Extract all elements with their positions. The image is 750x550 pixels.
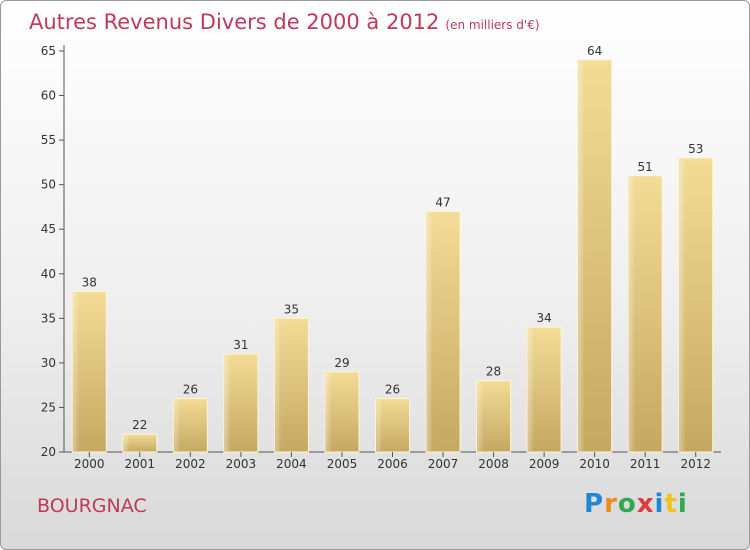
bar-highlight <box>629 176 636 451</box>
y-tick-label: 20 <box>41 445 56 459</box>
logo-letter: i <box>677 489 688 519</box>
chart-title-main: Autres Revenus Divers de 2000 à 2012 <box>29 10 440 34</box>
bar-highlight <box>224 354 231 451</box>
data-label: 64 <box>587 44 602 58</box>
proxiti-logo: Proxiti <box>584 489 688 519</box>
bar-highlight <box>679 158 686 451</box>
logo-letter: P <box>584 489 605 519</box>
x-tick-label: 2002 <box>175 457 206 471</box>
x-tick-label: 2003 <box>226 457 257 471</box>
y-tick-label: 65 <box>41 44 56 58</box>
data-label: 26 <box>183 383 198 397</box>
x-tick-label: 2008 <box>478 457 509 471</box>
data-label: 29 <box>334 356 349 370</box>
data-label: 22 <box>132 418 147 432</box>
bar-highlight <box>477 381 484 451</box>
logo-letter: t <box>664 489 678 519</box>
x-tick-label: 2009 <box>529 457 560 471</box>
bar-highlight <box>275 319 282 451</box>
x-tick-label: 2000 <box>74 457 105 471</box>
bar-highlight <box>123 435 130 451</box>
bar-highlight <box>325 372 332 451</box>
x-tick-label: 2001 <box>125 457 156 471</box>
y-tick-label: 60 <box>41 89 56 103</box>
chart-title-unit: (en milliers d'€) <box>445 18 540 32</box>
data-label: 26 <box>385 383 400 397</box>
data-label: 47 <box>435 195 450 209</box>
logo-letter: o <box>617 489 637 519</box>
data-label: 34 <box>536 311 551 325</box>
commune-name: BOURGNAC <box>37 495 147 517</box>
bar-highlight <box>376 399 383 451</box>
data-label: 28 <box>486 365 501 379</box>
chart-title: Autres Revenus Divers de 2000 à 2012 (en … <box>29 10 540 34</box>
y-tick-label: 45 <box>41 222 56 236</box>
y-tick-label: 25 <box>41 400 56 414</box>
data-label: 53 <box>688 142 703 156</box>
bar-highlight <box>73 292 80 451</box>
data-label: 35 <box>284 302 299 316</box>
x-tick-label: 2004 <box>276 457 307 471</box>
bar-highlight <box>174 399 181 451</box>
logo-letter: x <box>636 489 655 519</box>
bar-highlight <box>528 328 535 451</box>
data-label: 38 <box>82 276 97 290</box>
y-tick-label: 35 <box>41 311 56 325</box>
logo-letter: i <box>654 489 665 519</box>
y-tick-label: 40 <box>41 267 56 281</box>
x-tick-label: 2006 <box>377 457 408 471</box>
x-tick-label: 2010 <box>579 457 610 471</box>
data-label: 31 <box>233 338 248 352</box>
logo-letter: r <box>604 489 618 519</box>
y-tick-label: 50 <box>41 178 56 192</box>
y-tick-label: 55 <box>41 133 56 147</box>
bar-highlight <box>578 60 585 452</box>
x-tick-label: 2011 <box>630 457 661 471</box>
x-tick-label: 2012 <box>680 457 711 471</box>
x-tick-label: 2005 <box>327 457 358 471</box>
data-label: 51 <box>638 160 653 174</box>
x-tick-label: 2007 <box>428 457 459 471</box>
bar-highlight <box>427 212 434 451</box>
y-tick-label: 30 <box>41 356 56 370</box>
